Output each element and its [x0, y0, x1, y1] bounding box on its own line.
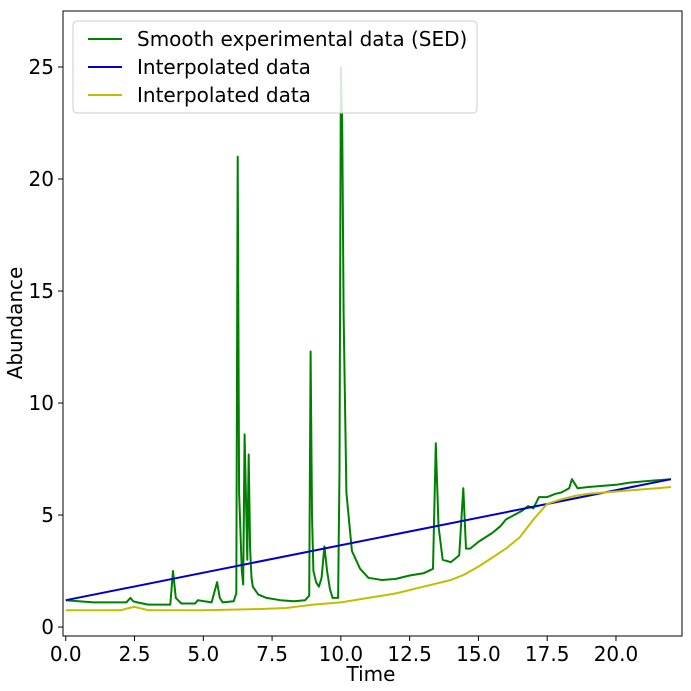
plot-area — [65, 66, 672, 612]
x-tick-label: 0.0 — [50, 642, 82, 666]
tick-labels: 0.0 2.5 5.0 7.5 10.0 12.5 15.0 17.5 20.0 0 5 10 15 20… — [29, 55, 639, 666]
legend-label-interpolated-yellow: Interpolated data — [137, 83, 311, 107]
y-tick-label: 0 — [41, 615, 54, 639]
x-tick-label: 17.5 — [525, 642, 570, 666]
y-axis-label: Abundance — [3, 267, 27, 380]
legend: Smooth experimental data (SED) Interpola… — [72, 20, 478, 114]
x-tick-label: 15.0 — [456, 642, 501, 666]
y-tick-label: 25 — [29, 55, 54, 79]
series-line-1 — [65, 66, 672, 606]
x-tick-label: 2.5 — [119, 642, 151, 666]
series-line-2 — [65, 478, 672, 602]
x-tick-label: 10.0 — [319, 642, 364, 666]
x-tick-label: 12.5 — [387, 642, 432, 666]
axes-frame — [62, 10, 683, 637]
y-tick-label: 20 — [29, 167, 54, 191]
x-tick-label: 5.0 — [187, 642, 219, 666]
legend-label-sed: Smooth experimental data (SED) — [137, 27, 467, 51]
series-line-3 — [65, 486, 672, 612]
axes — [62, 10, 683, 637]
y-tick-label: 15 — [29, 279, 54, 303]
x-tick-label: 20.0 — [594, 642, 639, 666]
y-tick-label: 10 — [29, 391, 54, 415]
legend-label-interpolated-blue: Interpolated data — [137, 55, 311, 79]
legend-box — [72, 20, 478, 114]
y-tick-label: 5 — [41, 503, 54, 527]
x-tick-label: 7.5 — [256, 642, 288, 666]
x-axis-label: Time — [346, 662, 396, 686]
